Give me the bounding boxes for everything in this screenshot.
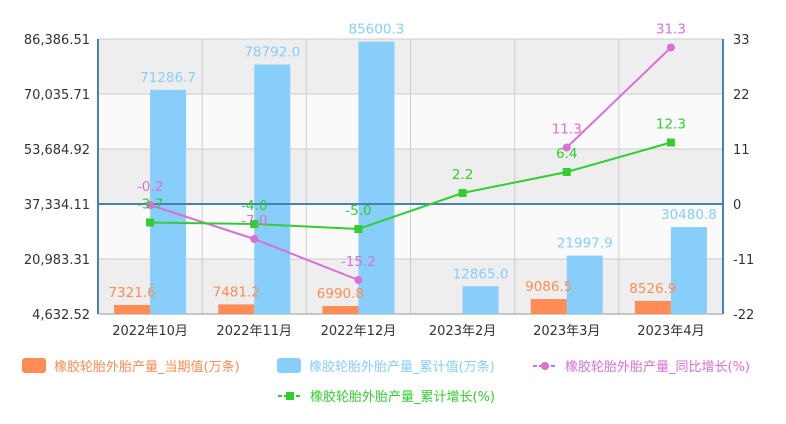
legend-label: 橡胶轮胎外胎产量_累计值(万条) bbox=[309, 359, 495, 375]
x-tick-label: 2023年4月 bbox=[637, 324, 704, 339]
bar bbox=[530, 299, 567, 314]
x-tick-label: 2022年12月 bbox=[321, 324, 397, 339]
line-point bbox=[354, 276, 363, 284]
x-axis: 2022年10月 2022年11月 2022年12月 2023年2月 2023年3月 20… bbox=[98, 313, 723, 339]
right-tick-label: 11 bbox=[733, 143, 750, 158]
right-tick-label: -11 bbox=[733, 253, 754, 268]
legend: 橡胶轮胎外胎产量_当期值(万条) 橡胶轮胎外胎产量_累计值(万条) 橡胶轮胎外胎产量… bbox=[22, 358, 750, 405]
left-tick-label: 4,632.52 bbox=[32, 308, 90, 323]
line-value-label: 31.3 bbox=[656, 22, 686, 38]
bar bbox=[462, 286, 499, 314]
legend-swatch bbox=[277, 358, 301, 373]
bar bbox=[254, 64, 291, 314]
bar bbox=[358, 41, 395, 314]
bar bbox=[566, 255, 603, 314]
line-series bbox=[146, 43, 675, 284]
bar-value-label: 78792.0 bbox=[244, 45, 300, 61]
line-value-label: -7.0 bbox=[241, 213, 267, 229]
bar-value-label: 71286.7 bbox=[140, 70, 196, 86]
x-tick-label: 2022年10月 bbox=[112, 324, 188, 339]
legend-swatch bbox=[22, 358, 46, 373]
x-tick-label: 2022年11月 bbox=[216, 324, 292, 339]
series-line bbox=[150, 141, 672, 231]
bar bbox=[670, 227, 707, 314]
line-point bbox=[250, 220, 259, 228]
line-point bbox=[562, 168, 571, 176]
left-tick-label: 53,684.92 bbox=[24, 143, 90, 158]
bar bbox=[150, 89, 187, 314]
right-tick-label: 22 bbox=[733, 88, 750, 103]
bar bbox=[634, 300, 671, 314]
legend-label: 橡胶轮胎外胎产量_当期值(万条) bbox=[54, 359, 240, 375]
bar-value-label: 21997.9 bbox=[557, 236, 613, 252]
line-value-label: 6.4 bbox=[556, 146, 577, 162]
line-point bbox=[666, 138, 675, 147]
legend-label: 橡胶轮胎外胎产量_同比增长(%) bbox=[565, 359, 750, 375]
right-tick-label: 0 bbox=[733, 198, 741, 213]
bar-value-label: 7481.2 bbox=[213, 284, 260, 300]
bar-value-label: 30480.8 bbox=[661, 207, 717, 223]
bar-value-label: 9086.5 bbox=[525, 279, 572, 295]
line-point bbox=[354, 225, 363, 233]
bar-value-label: 12865.0 bbox=[453, 266, 509, 282]
legend-marker bbox=[286, 392, 294, 400]
line-value-label: -4.0 bbox=[241, 198, 267, 214]
line-point bbox=[458, 189, 467, 197]
line-value-label: 12.3 bbox=[656, 117, 686, 133]
legend-marker bbox=[541, 362, 549, 370]
x-tick-label: 2023年3月 bbox=[533, 324, 600, 339]
line-value-label: 11.3 bbox=[552, 122, 582, 138]
left-tick-label: 70,035.71 bbox=[24, 88, 90, 103]
bar-value-label: 6990.8 bbox=[317, 286, 364, 302]
line-point bbox=[146, 218, 155, 227]
bar bbox=[114, 304, 151, 314]
left-tick-label: 37,334.11 bbox=[24, 198, 90, 213]
right-tick-label: -22 bbox=[733, 308, 754, 323]
bar-value-label: 85600.3 bbox=[349, 22, 405, 38]
line-value-label: -0.2 bbox=[137, 179, 163, 195]
line-value-label: 2.2 bbox=[452, 167, 473, 183]
left-tick-label: 86,386.51 bbox=[24, 33, 90, 48]
left-y-axis: 86,386.51 70,035.71 53,684.92 37,334.11 20,9… bbox=[24, 33, 99, 323]
bar bbox=[218, 304, 255, 314]
legend-label: 橡胶轮胎外胎产量_累计增长(%) bbox=[310, 389, 495, 405]
data-labels: 7321.6 7481.2 6990.8 9086.5 8526.9 71286.7 787… bbox=[108, 22, 716, 303]
bar bbox=[322, 306, 359, 314]
series-line bbox=[566, 46, 672, 149]
line-value-label: -5.0 bbox=[345, 203, 371, 219]
right-y-axis: 33 22 11 0 -11 -22 bbox=[722, 33, 754, 323]
bar-value-label: 7321.6 bbox=[108, 285, 155, 301]
line-value-label: -3.7 bbox=[137, 197, 163, 213]
left-tick-label: 20,983.31 bbox=[24, 253, 90, 268]
line-point bbox=[562, 143, 571, 152]
bar-series bbox=[114, 41, 707, 314]
line-point bbox=[146, 201, 155, 209]
line-value-label: -15.2 bbox=[341, 254, 376, 270]
right-tick-label: 33 bbox=[733, 33, 750, 48]
line-point bbox=[666, 43, 675, 52]
line-point bbox=[250, 235, 259, 243]
bar-value-label: 8526.9 bbox=[629, 281, 676, 297]
x-tick-label: 2023年2月 bbox=[429, 324, 496, 339]
